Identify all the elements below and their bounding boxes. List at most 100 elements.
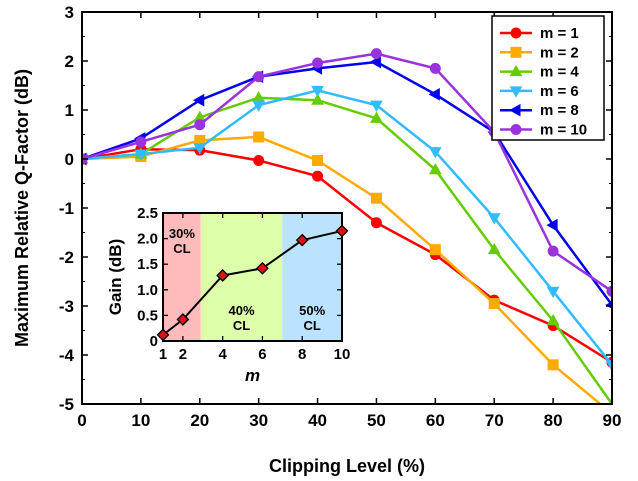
data-point (252, 100, 266, 112)
x-tick-label: 30 (249, 411, 268, 430)
data-point (429, 244, 441, 256)
data-point (312, 170, 324, 182)
y-tick-label: -1 (59, 199, 74, 218)
legend-label: m = 1 (540, 25, 579, 42)
x-tick-label: 80 (544, 411, 563, 430)
inset-y-tick-label: 2.0 (137, 231, 158, 248)
data-point (547, 359, 559, 371)
inset-region (200, 213, 283, 341)
data-point (312, 154, 324, 166)
inset-x-tick-label: 2 (179, 346, 187, 363)
data-point (606, 285, 612, 297)
inset-x-axis-title: m (245, 366, 260, 385)
main-series-group (82, 48, 612, 404)
inset-data-point (256, 261, 269, 275)
legend-marker (509, 86, 523, 98)
legend-label: m = 10 (540, 122, 587, 139)
y-tick-label: 2 (65, 52, 74, 71)
legend-marker (510, 46, 522, 58)
inset-data-point (216, 269, 230, 282)
data-point (193, 93, 205, 107)
legend-marker (510, 124, 522, 135)
inset-x-tick-label: 1 (159, 346, 167, 363)
x-tick-label: 50 (367, 411, 386, 430)
data-point (369, 55, 381, 69)
data-point (370, 100, 383, 112)
legend-box (491, 15, 605, 141)
data-point (135, 136, 147, 148)
inset-y-tick-label: 0.5 (137, 307, 158, 324)
data-point (193, 143, 207, 155)
legend-label: m = 6 (540, 83, 579, 100)
data-point (546, 286, 560, 299)
inset-region-label: 50% (299, 303, 325, 318)
inset-data-point (156, 328, 170, 342)
x-axis-title: Clipping Level (%) (269, 456, 425, 476)
series-line (82, 135, 603, 404)
y-tick-label: -3 (59, 297, 74, 316)
inset-region-label: CL (303, 318, 320, 333)
x-tick-label: 70 (485, 411, 504, 430)
x-tick-label: 40 (308, 411, 327, 430)
series-m-10 (82, 48, 612, 297)
data-point (488, 298, 500, 310)
y-tick-label: -2 (59, 248, 74, 267)
data-point (253, 71, 265, 83)
inset-y-tick-label: 1.5 (137, 256, 158, 273)
inset-data-point (176, 313, 190, 326)
inset-x-tick-label: 6 (258, 346, 266, 363)
data-point (134, 149, 148, 161)
y-tick-label: -4 (59, 346, 75, 365)
data-point (428, 147, 442, 159)
legend-marker (509, 103, 521, 117)
legend-label: m = 4 (540, 64, 579, 81)
inset-region-label: CL (233, 318, 250, 333)
x-tick-label: 90 (603, 411, 622, 430)
data-point (370, 48, 382, 60)
y-tick-label: 3 (65, 3, 74, 22)
inset-x-tick-label: 10 (334, 346, 351, 363)
data-point (311, 85, 324, 98)
data-point (370, 217, 382, 229)
data-point (605, 360, 612, 372)
data-point (487, 213, 501, 225)
legend: m = 1 m = 2 m = 4 m = 6 m = 8 m = 10 (491, 15, 605, 141)
y-tick-label: 0 (65, 150, 74, 169)
data-point (428, 87, 440, 101)
data-point (311, 93, 324, 105)
x-tick-label: 0 (77, 411, 86, 430)
inset-x-tick-label: 8 (298, 346, 306, 363)
series-line (82, 60, 612, 306)
inset-region-label: 30% (169, 226, 195, 241)
x-tick-label: 10 (131, 411, 150, 430)
x-tick-label: 20 (190, 411, 209, 430)
inset-region-label: 40% (229, 303, 255, 318)
inset-region (282, 213, 342, 341)
inset-y-tick-label: 0 (150, 333, 158, 350)
data-point (547, 245, 559, 257)
inset-data-point (295, 233, 309, 247)
series-m-6 (82, 85, 612, 372)
data-point (253, 131, 265, 143)
data-point (370, 192, 382, 204)
y-tick-label: 1 (65, 101, 74, 120)
y-axis-title: Maximum Relative Q-Factor (dB) (12, 69, 32, 347)
series-line (82, 89, 612, 366)
legend-label: m = 2 (540, 44, 579, 61)
inset-data-point (335, 224, 349, 238)
y-tick-label: -5 (59, 395, 74, 414)
inset-frame (162, 212, 343, 342)
data-point (546, 313, 560, 326)
inset-y-tick-label: 2.5 (137, 205, 158, 222)
inset-x-tick-label: 4 (218, 346, 227, 363)
data-point (370, 111, 383, 123)
data-point (312, 57, 324, 69)
data-point (194, 119, 206, 131)
data-point (546, 218, 558, 232)
inset-y-axis-title: Gain (dB) (106, 239, 125, 316)
inset-y-tick-label: 1.0 (137, 282, 158, 299)
legend-marker (509, 64, 523, 77)
legend-marker (510, 27, 522, 39)
